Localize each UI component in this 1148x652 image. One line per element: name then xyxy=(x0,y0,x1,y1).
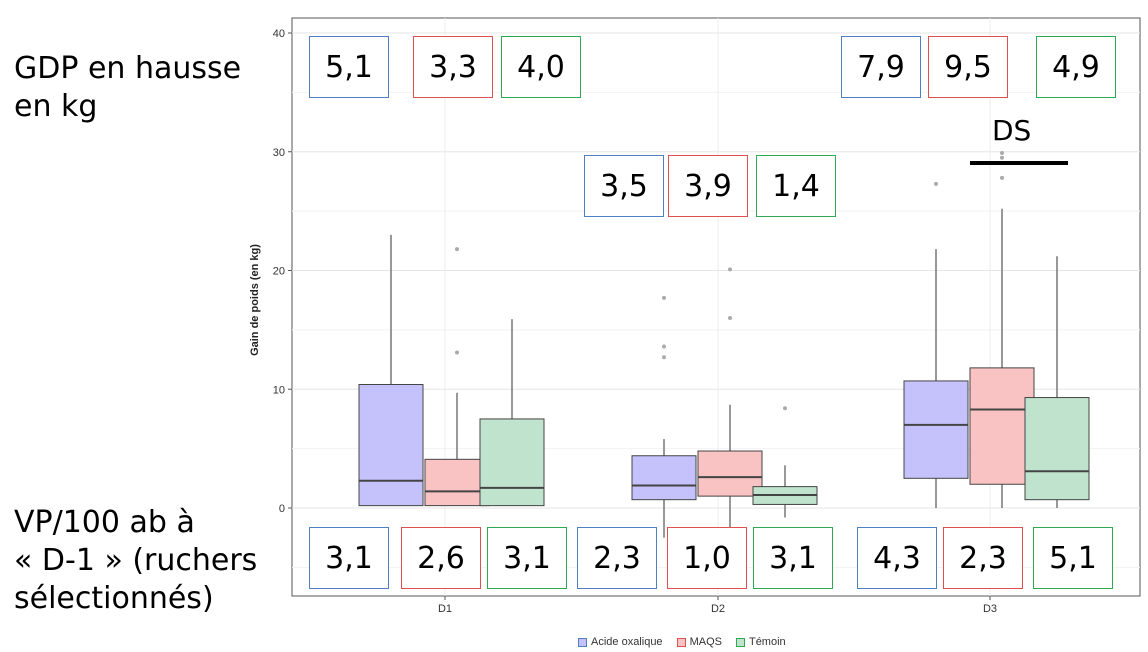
vp-label-line-2: « D-1 » (ruchers xyxy=(14,543,258,578)
y-tick-label: 30 xyxy=(273,147,285,159)
box-body xyxy=(697,450,763,497)
outlier-point xyxy=(455,247,459,252)
vp-value-box: 3,1 xyxy=(753,527,833,589)
y-tick-label: 40 xyxy=(273,28,285,40)
box-temoin-D3 xyxy=(1024,256,1090,508)
legend-key xyxy=(735,637,745,647)
legend-label: MAQS xyxy=(689,636,722,648)
gdp-value-box: 5,1 xyxy=(309,36,389,98)
gdp-value-box: 7,9 xyxy=(841,36,921,98)
y-tick-label: 10 xyxy=(273,384,285,396)
legend: Acide oxalique MAQS Témoin xyxy=(578,636,786,648)
box-body xyxy=(358,384,424,507)
gdp-value-box: 9,5 xyxy=(928,36,1008,98)
box-maqs-D3 xyxy=(969,89,1035,508)
vp-value-box: 3,1 xyxy=(309,527,389,589)
outlier-point xyxy=(662,344,666,349)
legend-item-temoin: Témoin xyxy=(735,636,786,648)
x-tick-label: D2 xyxy=(711,603,725,615)
box-acide-D1 xyxy=(358,234,424,507)
gdp-label-line-2: en kg xyxy=(14,89,98,124)
legend-item-acide: Acide oxalique xyxy=(578,636,663,648)
box-temoin-D2 xyxy=(752,406,818,518)
vp-value-box: 2,3 xyxy=(577,527,657,589)
box-body xyxy=(631,455,697,501)
outlier-point xyxy=(728,267,732,272)
outlier-point xyxy=(455,350,459,355)
gdp-side-label: GDP en hausse en kg xyxy=(14,50,241,126)
y-tick-label: 20 xyxy=(273,266,285,278)
vp-label-line-1: VP/100 ab à xyxy=(14,505,195,540)
box-maqs-D2 xyxy=(697,267,763,538)
box-body xyxy=(424,458,490,507)
gdp-value-box: 3,5 xyxy=(584,155,664,217)
x-tick-label: D3 xyxy=(983,603,997,615)
outlier-point xyxy=(783,406,787,411)
x-tick-label: D1 xyxy=(438,603,452,615)
vp-value-box: 3,1 xyxy=(487,527,567,589)
box-acide-D3 xyxy=(903,181,969,508)
legend-key xyxy=(676,637,686,647)
legend-key xyxy=(578,637,587,647)
vp-side-label: VP/100 ab à « D-1 » (ruchers sélectionné… xyxy=(14,504,257,618)
box-maqs-D1 xyxy=(424,247,490,507)
outlier-point xyxy=(728,316,732,320)
outlier-point xyxy=(662,295,666,300)
vp-value-box: 1,0 xyxy=(667,527,747,589)
box-body xyxy=(969,367,1035,485)
vp-value-box: 2,6 xyxy=(401,527,481,589)
legend-item-maqs: MAQS xyxy=(676,636,722,648)
outlier-point xyxy=(1000,150,1004,155)
vp-label-line-3: sélectionnés) xyxy=(14,581,214,616)
outlier-point xyxy=(934,181,938,186)
gdp-value-box: 3,9 xyxy=(668,155,748,217)
gdp-value-box: 1,4 xyxy=(756,155,836,217)
legend-label: Acide oxalique xyxy=(591,636,663,648)
ds-label: DS xyxy=(992,114,1032,147)
gdp-value-box: 3,3 xyxy=(413,36,493,98)
y-axis-title: Gain de poids (en kg) xyxy=(249,244,261,356)
y-tick-label: 0 xyxy=(279,503,285,515)
vp-value-box: 2,3 xyxy=(943,527,1023,589)
plot-panel xyxy=(291,17,1141,597)
box-temoin-D1 xyxy=(479,319,545,507)
box-acide-D2 xyxy=(631,295,697,538)
outlier-point xyxy=(1000,175,1004,180)
gdp-value-box: 4,0 xyxy=(501,36,581,98)
box-body xyxy=(479,418,545,507)
box-body xyxy=(1024,397,1090,501)
gdp-label-line-1: GDP en hausse xyxy=(14,51,242,86)
outlier-point xyxy=(662,355,666,360)
legend-label: Témoin xyxy=(748,636,786,648)
box-body xyxy=(903,380,969,479)
outlier-point xyxy=(1000,155,1004,160)
vp-value-box: 4,3 xyxy=(857,527,937,589)
gdp-value-box: 4,9 xyxy=(1036,36,1116,98)
vp-value-box: 5,1 xyxy=(1033,527,1113,589)
